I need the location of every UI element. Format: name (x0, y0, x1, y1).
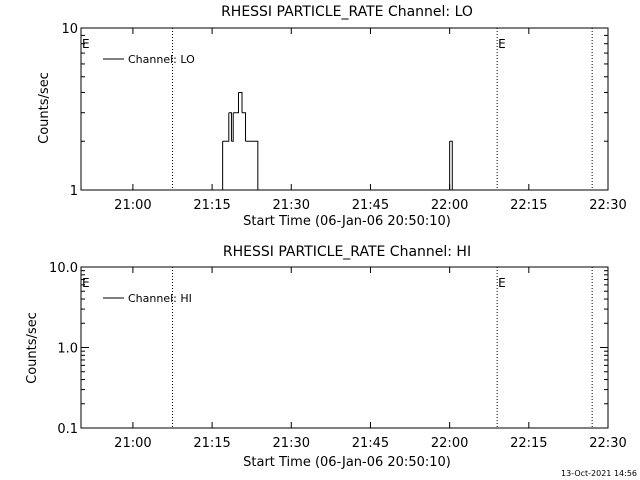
x-tick-label-lo-4: 22:00 (431, 198, 468, 213)
y-axis-lo: 1 10 (61, 22, 608, 199)
y-axis-hi: 10.0 1.0 0.1 (49, 261, 608, 437)
series-step-lo-0 (218, 141, 224, 191)
x-tick-label-lo-3: 21:45 (352, 198, 389, 213)
dotted-lines-lo (171, 28, 593, 190)
y-tick-label-hi-1: 1.0 (57, 342, 78, 357)
x-tick-label-lo-5: 22:15 (510, 198, 547, 213)
series-step-lo-5 (238, 91, 243, 113)
x-axis-label-lo: Start Time (06-Jan-06 20:50:10) (243, 214, 451, 229)
x-tick-label-hi-6: 22:30 (589, 436, 626, 451)
series-step-lo-7 (245, 140, 259, 190)
x-axis-label-hi: Start Time (06-Jan-06 20:50:10) (243, 455, 451, 470)
x-tick-label-lo-0: 21:00 (114, 198, 151, 213)
y-tick-label-hi-2: 0.1 (57, 422, 78, 437)
series-step-lo-8 (257, 141, 451, 191)
x-axis-hi: 21:00 21:15 21:30 21:45 22:00 22:15 22:30 (114, 267, 627, 451)
x-tick-label-hi-2: 21:30 (273, 436, 310, 451)
series-step-lo-9 (449, 140, 453, 190)
event-marker-lo-1: E (498, 37, 506, 51)
x-tick-label-hi-1: 21:15 (193, 436, 230, 451)
series-step-lo-6 (242, 112, 247, 142)
series-step-lo-3 (231, 112, 234, 142)
y-axis-label-lo: Counts/sec (37, 72, 52, 144)
x-tick-label-hi-3: 21:45 (352, 436, 389, 451)
x-tick-label-hi-5: 22:15 (510, 436, 547, 451)
legend-label-hi: Channel: HI (128, 292, 192, 305)
y-tick-label-lo-1: 10 (61, 22, 78, 37)
chart-title-hi: RHESSI PARTICLE_RATE Channel: HI (223, 244, 471, 260)
timestamp: 13-Oct-2021 14:56 (561, 469, 637, 478)
y-tick-label-hi-0: 10.0 (49, 261, 78, 276)
chart-title-lo: RHESSI PARTICLE_RATE Channel: LO (221, 4, 473, 20)
x-tick-label-hi-0: 21:00 (114, 436, 151, 451)
series-lo (218, 91, 453, 191)
event-marker-lo-0: E (82, 37, 90, 51)
x-axis-lo: 21:00 21:15 21:30 21:45 22:00 22:15 22:30 (114, 28, 627, 213)
series-step-lo-4 (233, 92, 239, 114)
x-tick-label-lo-2: 21:30 (273, 198, 310, 213)
event-marker-hi-1: E (498, 276, 506, 290)
series-step-lo-1 (222, 112, 230, 142)
y-tick-label-lo-0: 1 (70, 184, 78, 199)
y-axis-label-hi: Counts/sec (25, 312, 40, 384)
panel-lo: RHESSI PARTICLE_RATE Channel: LO 21:00 21… (37, 4, 627, 229)
x-tick-label-lo-1: 21:15 (193, 198, 230, 213)
series-step-lo-2 (228, 112, 232, 142)
x-tick-label-hi-4: 22:00 (431, 436, 468, 451)
legend-label-lo: Channel: LO (128, 53, 195, 66)
x-tick-label-lo-6: 22:30 (589, 198, 626, 213)
event-marker-hi-0: E (82, 276, 90, 290)
panel-hi: RHESSI PARTICLE_RATE Channel: HI 21:00 21… (25, 244, 627, 470)
